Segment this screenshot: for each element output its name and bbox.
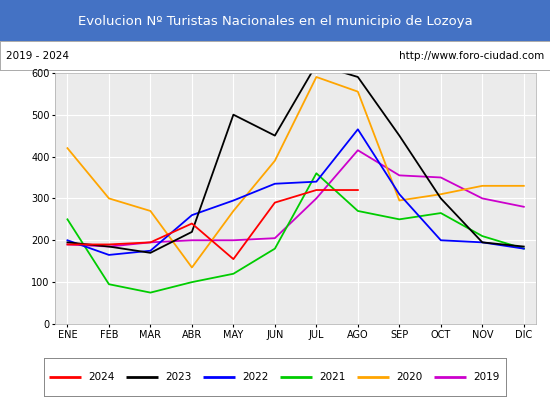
Text: 2024: 2024	[88, 372, 114, 382]
Text: Evolucion Nº Turistas Nacionales en el municipio de Lozoya: Evolucion Nº Turistas Nacionales en el m…	[78, 14, 472, 28]
Text: 2022: 2022	[242, 372, 268, 382]
Text: 2020: 2020	[396, 372, 422, 382]
Text: 2021: 2021	[319, 372, 345, 382]
Text: 2019: 2019	[473, 372, 499, 382]
Text: http://www.foro-ciudad.com: http://www.foro-ciudad.com	[399, 51, 544, 61]
Text: 2019 - 2024: 2019 - 2024	[6, 51, 69, 61]
Text: 2023: 2023	[165, 372, 191, 382]
